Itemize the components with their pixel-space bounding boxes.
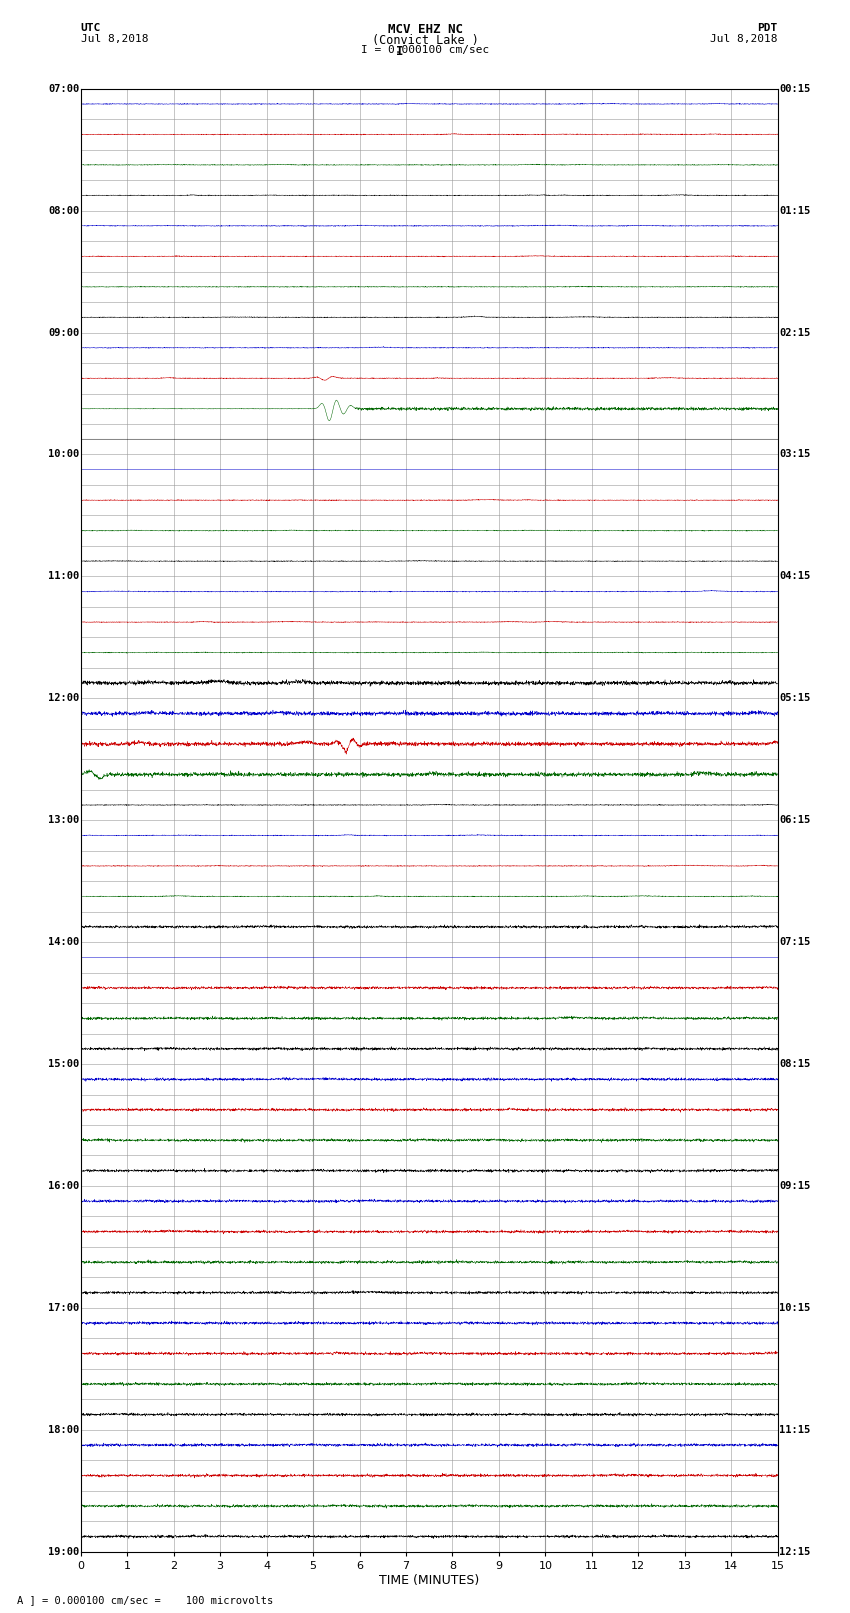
Text: I = 0.000100 cm/sec: I = 0.000100 cm/sec xyxy=(361,45,489,55)
Text: 11:00: 11:00 xyxy=(48,571,79,581)
Text: 00:15: 00:15 xyxy=(779,84,810,94)
Text: 11:15: 11:15 xyxy=(779,1424,810,1436)
Text: Jul 8,2018: Jul 8,2018 xyxy=(81,34,148,44)
Text: 12:00: 12:00 xyxy=(48,694,79,703)
X-axis label: TIME (MINUTES): TIME (MINUTES) xyxy=(379,1574,479,1587)
Text: 04:15: 04:15 xyxy=(779,571,810,581)
Text: 14:00: 14:00 xyxy=(48,937,79,947)
Text: 02:15: 02:15 xyxy=(779,327,810,337)
Text: 09:15: 09:15 xyxy=(779,1181,810,1190)
Text: PDT: PDT xyxy=(757,23,778,32)
Text: 03:15: 03:15 xyxy=(779,450,810,460)
Text: I: I xyxy=(396,45,403,58)
Text: 15:00: 15:00 xyxy=(48,1060,79,1069)
Text: 06:15: 06:15 xyxy=(779,815,810,826)
Text: 13:00: 13:00 xyxy=(48,815,79,826)
Text: 05:15: 05:15 xyxy=(779,694,810,703)
Text: 08:15: 08:15 xyxy=(779,1060,810,1069)
Text: 16:00: 16:00 xyxy=(48,1181,79,1190)
Text: 19:00: 19:00 xyxy=(48,1547,79,1557)
Text: 01:15: 01:15 xyxy=(779,205,810,216)
Text: 12:15: 12:15 xyxy=(779,1547,810,1557)
Text: 08:00: 08:00 xyxy=(48,205,79,216)
Text: Jul 8,2018: Jul 8,2018 xyxy=(711,34,778,44)
Text: UTC: UTC xyxy=(81,23,101,32)
Text: 10:00: 10:00 xyxy=(48,450,79,460)
Text: 10:15: 10:15 xyxy=(779,1303,810,1313)
Text: 09:00: 09:00 xyxy=(48,327,79,337)
Text: MCV EHZ NC: MCV EHZ NC xyxy=(388,23,462,35)
Text: 07:15: 07:15 xyxy=(779,937,810,947)
Text: 18:00: 18:00 xyxy=(48,1424,79,1436)
Text: (Convict Lake ): (Convict Lake ) xyxy=(371,34,479,47)
Text: 17:00: 17:00 xyxy=(48,1303,79,1313)
Text: A ] = 0.000100 cm/sec =    100 microvolts: A ] = 0.000100 cm/sec = 100 microvolts xyxy=(17,1595,273,1605)
Text: 07:00: 07:00 xyxy=(48,84,79,94)
